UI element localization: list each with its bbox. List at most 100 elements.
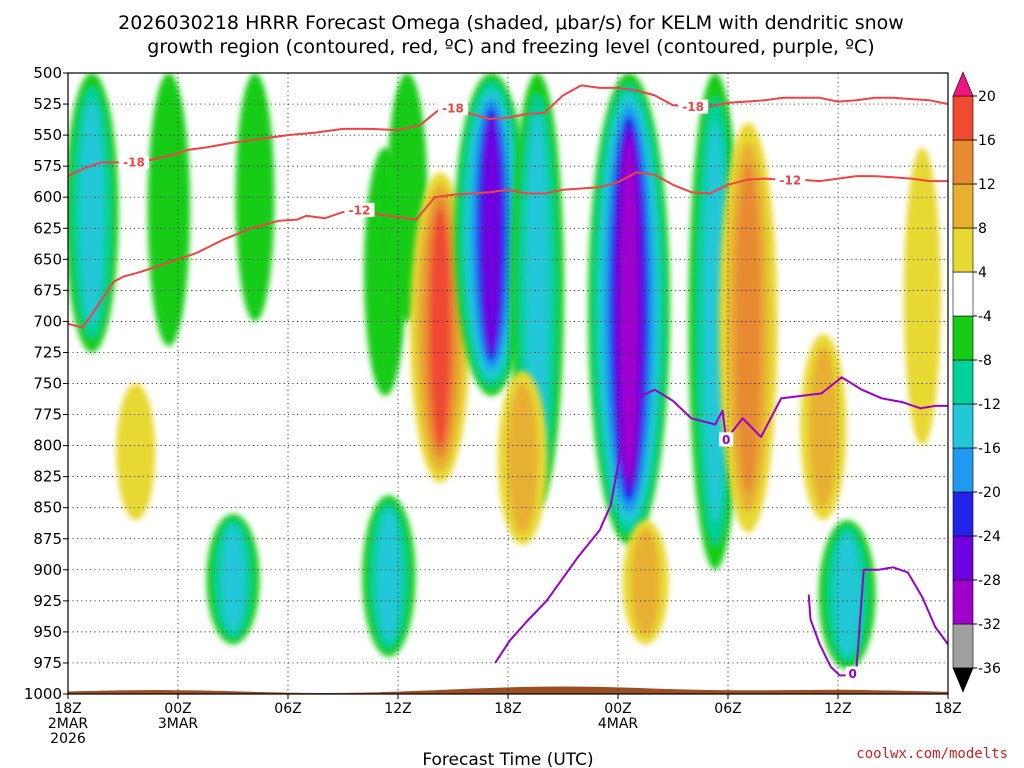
omega-contour-fill (735, 162, 762, 493)
temperature-contours: -18 -18 -18 -12 -12 0 0 (68, 84, 948, 681)
dendritic_top-line (68, 84, 948, 178)
colorbar-bin (952, 139, 974, 185)
omega-feature (235, 73, 275, 322)
omega-contour-fill (620, 138, 638, 480)
y-tick-label: 825 (33, 468, 62, 486)
y-tick-label: 925 (33, 592, 62, 610)
freezing_line_1-label: 0 (722, 433, 730, 447)
colorbar-tick-label: -36 (978, 661, 1001, 677)
x-tick-label-line: 4MAR (598, 716, 639, 732)
freezing_line_2-label: 0 (848, 667, 856, 681)
omega-feature (147, 73, 191, 347)
colorbar-bin (952, 447, 974, 493)
dendritic_top-label-bg (438, 100, 468, 115)
x-tick-label: 00Z 4MAR (598, 701, 639, 732)
omega-contour-fill (429, 207, 451, 448)
dendritic_top-label-bg (119, 155, 149, 170)
colorbar-tick-label: 12 (978, 177, 996, 193)
y-tick-label: 550 (33, 126, 62, 144)
omega-feature (497, 371, 548, 545)
colorbar-bin (952, 227, 974, 273)
colorbar-bin (952, 579, 974, 625)
omega-contour-fill (482, 115, 501, 354)
colorbar-tick-label: -32 (978, 617, 1001, 633)
x-tick-label: 06Z (714, 701, 741, 717)
x-tick-label: 18Z 2MAR 2026 (48, 701, 89, 747)
dendritic_bottom-label-bg (775, 172, 806, 187)
x-tick-label-line: 12Z (824, 701, 851, 717)
colorbar-bin (952, 95, 974, 141)
x-tick-label-line: 3MAR (158, 716, 199, 732)
dendritic_top-label: -18 (442, 101, 464, 115)
colorbar-tick-label: 20 (978, 89, 996, 105)
omega-feature (903, 147, 941, 446)
ground-surface (68, 686, 948, 694)
omega-contour-fill (903, 147, 941, 446)
colorbar-bin (952, 183, 974, 229)
omega-contour-fill (116, 383, 156, 521)
dendritic_bottom-label-bg (344, 202, 375, 217)
y-tick-label: 850 (33, 499, 62, 517)
x-tick-label-line: 12Z (384, 701, 411, 717)
x-tick-label-line: 2MAR (48, 716, 89, 732)
omega-contour-fill (147, 73, 191, 347)
omega-feature (818, 520, 876, 670)
omega-shading (68, 73, 941, 670)
freezing_line_2-label-bg (845, 666, 860, 681)
y-tick-label: 675 (33, 281, 62, 299)
x-tick-label: 18Z (494, 701, 521, 717)
dendritic_bottom-label: -12 (349, 203, 371, 217)
omega-feature (362, 495, 416, 657)
colorbar-tick-label: -24 (978, 529, 1001, 545)
colorbar-bin (952, 623, 974, 669)
y-tick-label: 1000 (24, 685, 62, 703)
y-tick-label: 700 (33, 312, 62, 330)
colorbar-bin (952, 315, 974, 361)
chart-title-line-1: 2026030218 HRRR Forecast Omega (shaded, … (118, 12, 904, 34)
y-tick-label: 525 (33, 95, 62, 113)
y-tick-label: 500 (33, 64, 62, 82)
omega-feature (206, 513, 260, 645)
colorbar-bin (952, 403, 974, 449)
y-tick-label: 975 (33, 654, 62, 672)
credit-text: coolwx.com/modelts (856, 746, 1008, 762)
gridlines (68, 73, 948, 694)
x-tick-label-line: 18Z (934, 701, 961, 717)
colorbar-tick-label: 8 (978, 221, 987, 237)
x-tick-label-line: 2026 (50, 731, 86, 747)
x-tick-label-line: 06Z (714, 701, 741, 717)
x-tick-label: 00Z 3MAR (158, 701, 199, 732)
x-tick-label: 18Z (934, 701, 961, 717)
colorbar-top-arrow (952, 71, 974, 97)
omega-feature (588, 73, 670, 545)
colorbar: 20 16 12 8 4 -4 -8 -12 -16 -20 -24 -28 -32 -36 (952, 71, 1001, 693)
y-tick-label: 800 (33, 437, 62, 455)
y-tick-label: 950 (33, 623, 62, 641)
colorbar-bin (952, 535, 974, 581)
colorbar-tick-label: -28 (978, 573, 1001, 589)
omega-contour-fill (235, 73, 275, 322)
y-tick-label: 750 (33, 375, 62, 393)
y-tick-label: 875 (33, 530, 62, 548)
colorbar-bottom-arrow (952, 667, 974, 693)
freezing_line_1-line (494, 376, 948, 664)
y-tick-label: 725 (33, 343, 62, 361)
freezing_line_2-line (807, 566, 948, 677)
colorbar-tick-label: 16 (978, 133, 996, 149)
x-tick-label-line: 00Z (164, 701, 191, 717)
omega-feature (454, 73, 529, 396)
omega-contour-fill (507, 382, 538, 534)
x-tick-label: 12Z (384, 701, 411, 717)
x-tick-label-line: 06Z (274, 701, 301, 717)
y-tick-label: 650 (33, 250, 62, 268)
colorbar-tick-label: -8 (978, 353, 992, 369)
colorbar-tick-label: -16 (978, 441, 1001, 457)
dendritic_top-label-bg (678, 99, 709, 114)
omega-contour-fill (80, 100, 104, 326)
colorbar-bin (952, 359, 974, 405)
dendritic_top-label: -18 (123, 156, 145, 170)
y-tick-label: 625 (33, 219, 62, 237)
omega-contour-fill (809, 346, 838, 508)
